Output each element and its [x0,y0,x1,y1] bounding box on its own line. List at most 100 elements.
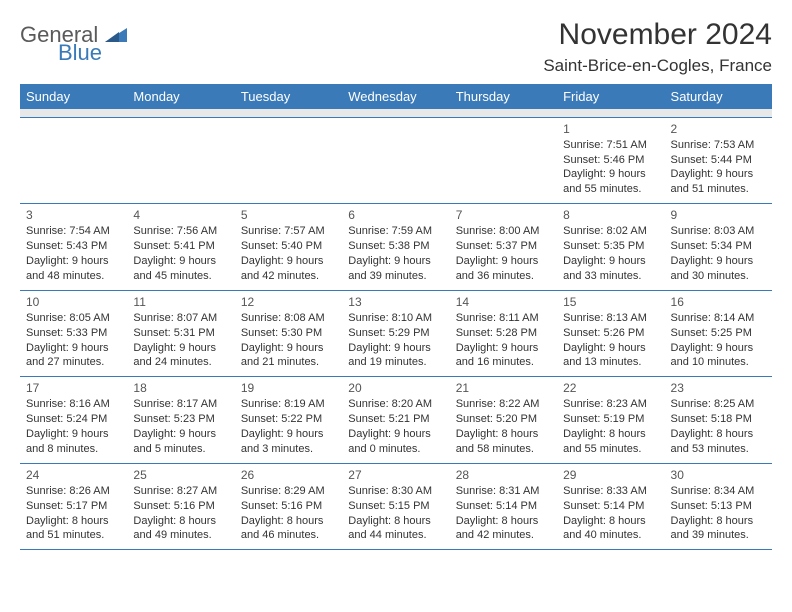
sunset-line: Sunset: 5:23 PM [133,412,228,427]
day-cell-30: 30Sunrise: 8:34 AMSunset: 5:13 PMDayligh… [665,463,772,550]
day-cell-empty [127,117,234,204]
daylight-line: Daylight: 9 hours and 51 minutes. [671,167,766,197]
day-number: 30 [671,467,766,483]
sunrise-line: Sunrise: 7:57 AM [241,224,336,239]
daylight-line: Daylight: 9 hours and 24 minutes. [133,341,228,371]
day-number: 2 [671,121,766,137]
daylight-line: Daylight: 9 hours and 13 minutes. [563,341,658,371]
sunset-line: Sunset: 5:37 PM [456,239,551,254]
sunrise-line: Sunrise: 8:23 AM [563,397,658,412]
day-cell-7: 7Sunrise: 8:00 AMSunset: 5:37 PMDaylight… [450,204,557,291]
sunrise-line: Sunrise: 7:54 AM [26,224,121,239]
daylight-line: Daylight: 8 hours and 46 minutes. [241,514,336,544]
day-number: 18 [133,380,228,396]
day-number: 23 [671,380,766,396]
weekday-saturday: Saturday [665,84,772,109]
day-cell-15: 15Sunrise: 8:13 AMSunset: 5:26 PMDayligh… [557,290,664,377]
day-number: 25 [133,467,228,483]
sunrise-line: Sunrise: 8:07 AM [133,311,228,326]
daylight-line: Daylight: 8 hours and 40 minutes. [563,514,658,544]
day-number: 9 [671,207,766,223]
sunset-line: Sunset: 5:34 PM [671,239,766,254]
day-number: 1 [563,121,658,137]
day-cell-18: 18Sunrise: 8:17 AMSunset: 5:23 PMDayligh… [127,377,234,464]
sunset-line: Sunset: 5:46 PM [563,153,658,168]
day-number: 22 [563,380,658,396]
day-cell-2: 2Sunrise: 7:53 AMSunset: 5:44 PMDaylight… [665,117,772,204]
day-cell-29: 29Sunrise: 8:33 AMSunset: 5:14 PMDayligh… [557,463,664,550]
daylight-line: Daylight: 9 hours and 27 minutes. [26,341,121,371]
day-cell-27: 27Sunrise: 8:30 AMSunset: 5:15 PMDayligh… [342,463,449,550]
sunset-line: Sunset: 5:21 PM [348,412,443,427]
sunset-line: Sunset: 5:41 PM [133,239,228,254]
sunrise-line: Sunrise: 8:31 AM [456,484,551,499]
sunrise-line: Sunrise: 8:30 AM [348,484,443,499]
daylight-line: Daylight: 8 hours and 51 minutes. [26,514,121,544]
sunrise-line: Sunrise: 8:20 AM [348,397,443,412]
day-cell-22: 22Sunrise: 8:23 AMSunset: 5:19 PMDayligh… [557,377,664,464]
sunset-line: Sunset: 5:33 PM [26,326,121,341]
sunrise-line: Sunrise: 8:33 AM [563,484,658,499]
sunrise-line: Sunrise: 8:00 AM [456,224,551,239]
daylight-line: Daylight: 9 hours and 48 minutes. [26,254,121,284]
day-number: 3 [26,207,121,223]
day-number: 26 [241,467,336,483]
day-number: 27 [348,467,443,483]
sunset-line: Sunset: 5:18 PM [671,412,766,427]
day-number: 15 [563,294,658,310]
sunrise-line: Sunrise: 8:27 AM [133,484,228,499]
day-number: 20 [348,380,443,396]
day-cell-3: 3Sunrise: 7:54 AMSunset: 5:43 PMDaylight… [20,204,127,291]
day-cell-19: 19Sunrise: 8:19 AMSunset: 5:22 PMDayligh… [235,377,342,464]
sunrise-line: Sunrise: 8:17 AM [133,397,228,412]
day-number: 29 [563,467,658,483]
day-cell-25: 25Sunrise: 8:27 AMSunset: 5:16 PMDayligh… [127,463,234,550]
sunset-line: Sunset: 5:35 PM [563,239,658,254]
weekday-header-row: SundayMondayTuesdayWednesdayThursdayFrid… [20,84,772,109]
sunrise-line: Sunrise: 8:02 AM [563,224,658,239]
sunrise-line: Sunrise: 7:56 AM [133,224,228,239]
sunrise-line: Sunrise: 8:16 AM [26,397,121,412]
calendar-body: 1Sunrise: 7:51 AMSunset: 5:46 PM Daylight… [20,109,772,550]
sunrise-line: Sunrise: 8:03 AM [671,224,766,239]
sunset-line: Sunset: 5:20 PM [456,412,551,427]
day-cell-4: 4Sunrise: 7:56 AMSunset: 5:41 PMDaylight… [127,204,234,291]
day-number: 12 [241,294,336,310]
sunrise-line: Sunrise: 8:26 AM [26,484,121,499]
day-cell-6: 6Sunrise: 7:59 AMSunset: 5:38 PMDaylight… [342,204,449,291]
day-number: 17 [26,380,121,396]
day-cell-11: 11Sunrise: 8:07 AMSunset: 5:31 PMDayligh… [127,290,234,377]
daylight-line: Daylight: 8 hours and 44 minutes. [348,514,443,544]
sunset-line: Sunset: 5:16 PM [241,499,336,514]
sunset-line: Sunset: 5:22 PM [241,412,336,427]
week-row: 24Sunrise: 8:26 AMSunset: 5:17 PMDayligh… [20,463,772,550]
day-number: 24 [26,467,121,483]
sunset-line: Sunset: 5:13 PM [671,499,766,514]
sunrise-line: Sunrise: 8:10 AM [348,311,443,326]
sunset-line: Sunset: 5:44 PM [671,153,766,168]
sunset-line: Sunset: 5:29 PM [348,326,443,341]
spacer-row [20,109,772,117]
day-number: 11 [133,294,228,310]
sunset-line: Sunset: 5:17 PM [26,499,121,514]
sunset-line: Sunset: 5:19 PM [563,412,658,427]
sunrise-line: Sunrise: 8:29 AM [241,484,336,499]
daylight-line: Daylight: 9 hours and 36 minutes. [456,254,551,284]
title-block: November 2024 Saint-Brice-en-Cogles, Fra… [543,18,772,76]
logo: General Blue [20,24,127,64]
daylight-line: Daylight: 9 hours and 30 minutes. [671,254,766,284]
sunset-line: Sunset: 5:31 PM [133,326,228,341]
day-cell-16: 16Sunrise: 8:14 AMSunset: 5:25 PMDayligh… [665,290,772,377]
weekday-monday: Monday [127,84,234,109]
sunrise-line: Sunrise: 8:13 AM [563,311,658,326]
day-cell-28: 28Sunrise: 8:31 AMSunset: 5:14 PMDayligh… [450,463,557,550]
daylight-line: Daylight: 8 hours and 39 minutes. [671,514,766,544]
sunrise-line: Sunrise: 7:53 AM [671,138,766,153]
weekday-sunday: Sunday [20,84,127,109]
sunset-line: Sunset: 5:28 PM [456,326,551,341]
week-row: 1Sunrise: 7:51 AMSunset: 5:46 PM Daylight… [20,117,772,204]
daylight-line: Daylight: 9 hours and 21 minutes. [241,341,336,371]
header: General Blue November 2024 Saint-Brice-e… [20,18,772,76]
day-cell-14: 14Sunrise: 8:11 AMSunset: 5:28 PMDayligh… [450,290,557,377]
sunrise-line: Sunrise: 7:51 AM [563,138,658,153]
